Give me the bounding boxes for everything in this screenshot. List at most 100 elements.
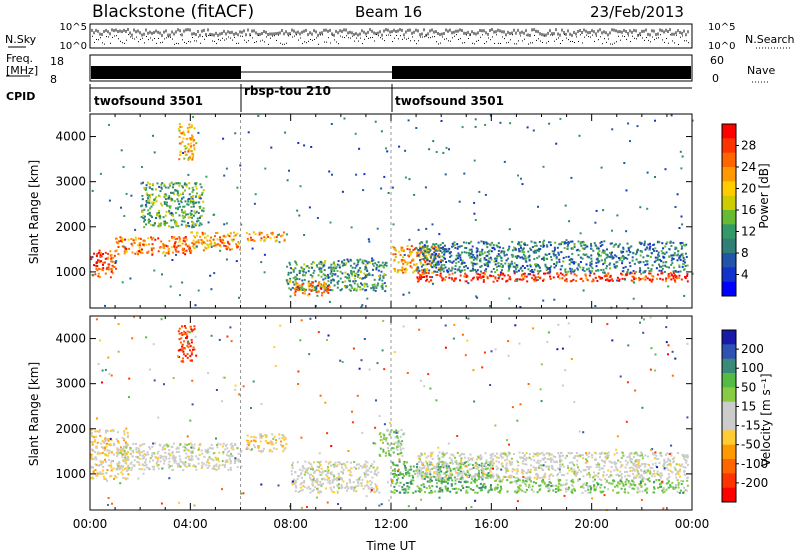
- data-cell: [603, 269, 605, 271]
- data-cell: [197, 132, 199, 134]
- data-cell: [190, 458, 192, 460]
- data-cell: [362, 189, 364, 191]
- data-cell: [231, 443, 233, 445]
- data-cell: [188, 456, 190, 458]
- nsearch-sample: [572, 41, 573, 42]
- data-cell: [442, 246, 444, 248]
- data-cell: [198, 290, 200, 292]
- data-cell: [113, 454, 115, 456]
- data-cell: [199, 183, 201, 185]
- nsearch-sample: [562, 40, 563, 41]
- data-cell: [409, 178, 411, 180]
- data-cell: [200, 239, 202, 241]
- data-cell: [327, 285, 329, 287]
- data-cell: [382, 283, 384, 285]
- data-cell: [586, 268, 588, 270]
- data-cell: [602, 249, 604, 251]
- data-cell: [385, 455, 387, 457]
- data-cell: [154, 453, 156, 455]
- data-cell: [166, 202, 168, 204]
- data-cell: [354, 267, 356, 269]
- nsearch-sample: [370, 37, 371, 38]
- data-cell: [307, 294, 309, 296]
- data-cell: [316, 488, 318, 490]
- data-cell: [318, 492, 320, 494]
- data-cell: [652, 279, 654, 281]
- data-cell: [177, 190, 179, 192]
- nsearch-sample: [534, 35, 535, 36]
- data-cell: [406, 263, 408, 265]
- data-cell: [188, 149, 190, 151]
- data-cell: [139, 247, 141, 249]
- data-cell: [154, 222, 156, 224]
- data-cell: [369, 480, 371, 482]
- data-cell: [284, 437, 286, 439]
- data-cell: [678, 277, 680, 279]
- data-cell: [473, 467, 475, 469]
- data-cell: [196, 245, 198, 247]
- nsky-trace: [92, 28, 689, 45]
- data-cell: [364, 277, 366, 279]
- data-cell: [579, 135, 581, 137]
- data-cell: [159, 226, 161, 228]
- data-cell: [426, 270, 428, 272]
- nsearch-sample: [272, 36, 273, 37]
- data-cell: [189, 157, 191, 159]
- y-tick-label: 2000: [55, 220, 86, 234]
- data-cell: [458, 255, 460, 257]
- data-cell: [368, 261, 370, 263]
- data-cell: [361, 482, 363, 484]
- nsearch-sample: [484, 43, 485, 44]
- data-cell: [394, 270, 396, 272]
- data-cell: [213, 452, 215, 454]
- nsearch-sample: [114, 36, 115, 37]
- data-cell: [125, 447, 127, 449]
- data-cell: [499, 246, 501, 248]
- data-cell: [656, 267, 658, 269]
- data-cell: [664, 246, 666, 248]
- nsearch-sample: [218, 39, 219, 40]
- data-cell: [324, 277, 326, 279]
- data-cell: [203, 207, 205, 209]
- data-cell: [670, 278, 672, 280]
- data-cell: [105, 252, 107, 254]
- data-cell: [93, 471, 95, 473]
- data-cell: [208, 221, 210, 223]
- data-cell: [479, 487, 481, 489]
- data-cell: [365, 473, 367, 475]
- data-cell: [147, 237, 149, 239]
- data-cell: [226, 222, 228, 224]
- data-cell: [678, 257, 680, 259]
- data-cell: [333, 475, 335, 477]
- data-cell: [138, 464, 140, 466]
- data-cell: [437, 245, 439, 247]
- data-cell: [192, 187, 194, 189]
- data-cell: [229, 455, 231, 457]
- nsearch-sample: [522, 40, 523, 41]
- data-cell: [158, 250, 160, 252]
- nsearch-sample: [444, 39, 445, 40]
- data-cell: [195, 355, 197, 357]
- data-cell: [478, 475, 480, 477]
- data-cell: [472, 264, 474, 266]
- data-cell: [127, 469, 129, 471]
- data-cell: [441, 482, 443, 484]
- data-cell: [201, 465, 203, 467]
- data-cell: [355, 490, 357, 492]
- data-cell: [122, 469, 124, 471]
- data-cell: [417, 485, 419, 487]
- data-cell: [481, 251, 483, 253]
- data-cell: [324, 479, 326, 481]
- data-cell: [261, 237, 263, 239]
- nsearch-sample: [642, 38, 643, 39]
- data-cell: [172, 457, 174, 459]
- data-cell: [198, 212, 200, 214]
- data-cell: [330, 473, 332, 475]
- data-cell: [293, 277, 295, 279]
- data-cell: [181, 201, 183, 203]
- data-cell: [165, 215, 167, 217]
- data-cell: [141, 444, 143, 446]
- data-cell: [358, 269, 360, 271]
- data-cell: [192, 452, 194, 454]
- data-cell: [120, 448, 122, 450]
